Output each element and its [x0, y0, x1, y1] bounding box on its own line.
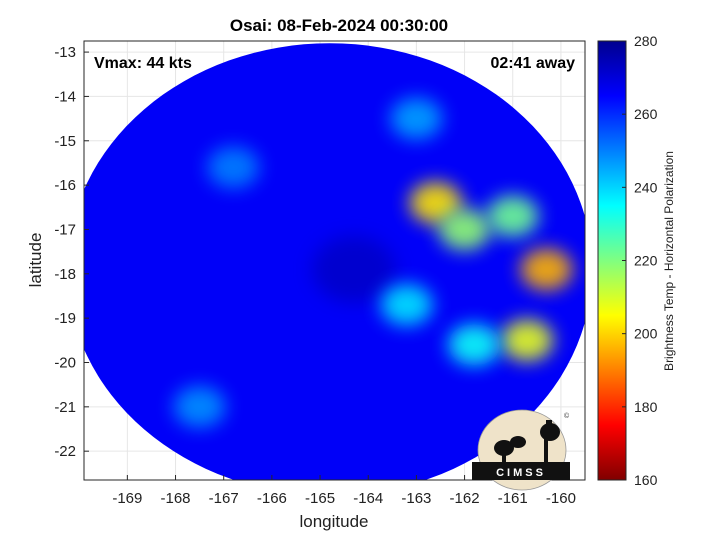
y-axis-label: latitude — [26, 233, 45, 288]
colorbar-tick-label: 240 — [634, 179, 658, 195]
brightness-feature — [520, 248, 573, 291]
x-tick-label: -167 — [209, 490, 239, 507]
y-tick-label: -14 — [54, 88, 76, 105]
brightness-feature — [438, 208, 491, 251]
x-tick-label: -165 — [305, 490, 335, 507]
y-tick-label: -16 — [54, 177, 76, 194]
x-tick-label: -161 — [498, 490, 528, 507]
y-tick-label: -19 — [54, 310, 76, 327]
y-tick-label: -17 — [54, 221, 76, 238]
chart-title: Osai: 08-Feb-2024 00:30:00 — [230, 16, 448, 35]
colorbar-tick-label: 280 — [634, 33, 658, 49]
colorbar-tick-labels: 280 260 240 220 200 180 160 — [622, 33, 658, 488]
x-tick-labels: -169 -168 -167 -166 -165 -164 -163 -162 -161 -160 — [112, 475, 576, 507]
colorbar — [597, 40, 627, 481]
vmax-annotation: Vmax: 44 kts — [94, 55, 192, 72]
logo-text: CIMSS — [496, 467, 546, 479]
brightness-feature — [173, 386, 226, 428]
y-tick-label: -21 — [54, 399, 76, 416]
x-tick-label: -164 — [353, 490, 383, 507]
x-tick-label: -160 — [546, 490, 576, 507]
cimss-logo: CIMSS © — [472, 409, 570, 491]
time-offset-annotation: 02:41 away — [490, 55, 575, 72]
colorbar-tick-label: 200 — [634, 326, 658, 342]
svg-text:©: © — [564, 412, 570, 420]
brightness-feature — [390, 97, 443, 140]
swath-features — [173, 97, 573, 428]
colorbar-tick-label: 220 — [634, 253, 658, 269]
swath-layer — [84, 43, 585, 480]
colorbar-tick-label: 260 — [634, 106, 658, 122]
y-tick-label: -15 — [54, 133, 76, 150]
x-axis-label: longitude — [299, 512, 368, 531]
y-tick-label: -22 — [54, 443, 76, 460]
colorbar-label: Brightness Temp - Horizontal Polarizatio… — [662, 151, 676, 371]
x-tick-label: -168 — [161, 490, 191, 507]
x-tick-label: -163 — [401, 490, 431, 507]
colorbar-tick-label: 160 — [634, 472, 658, 488]
x-tick-label: -166 — [257, 490, 287, 507]
brightness-feature — [380, 284, 433, 326]
x-tick-label: -169 — [112, 490, 142, 507]
colorbar-tick-label: 180 — [634, 399, 658, 415]
y-tick-label: -20 — [54, 354, 76, 371]
brightness-feature — [486, 195, 539, 237]
plot-frame — [83, 40, 586, 481]
y-tick-label: -13 — [54, 44, 76, 61]
brightness-feature — [311, 235, 396, 303]
brightness-feature — [501, 319, 554, 362]
x-tick-label: -162 — [450, 490, 480, 507]
y-tick-labels: -13 -14 -15 -16 -17 -18 -19 -20 -21 -22 — [54, 44, 89, 460]
brightness-feature — [448, 323, 501, 366]
brightness-feature — [207, 146, 260, 189]
y-tick-label: -18 — [54, 266, 76, 283]
